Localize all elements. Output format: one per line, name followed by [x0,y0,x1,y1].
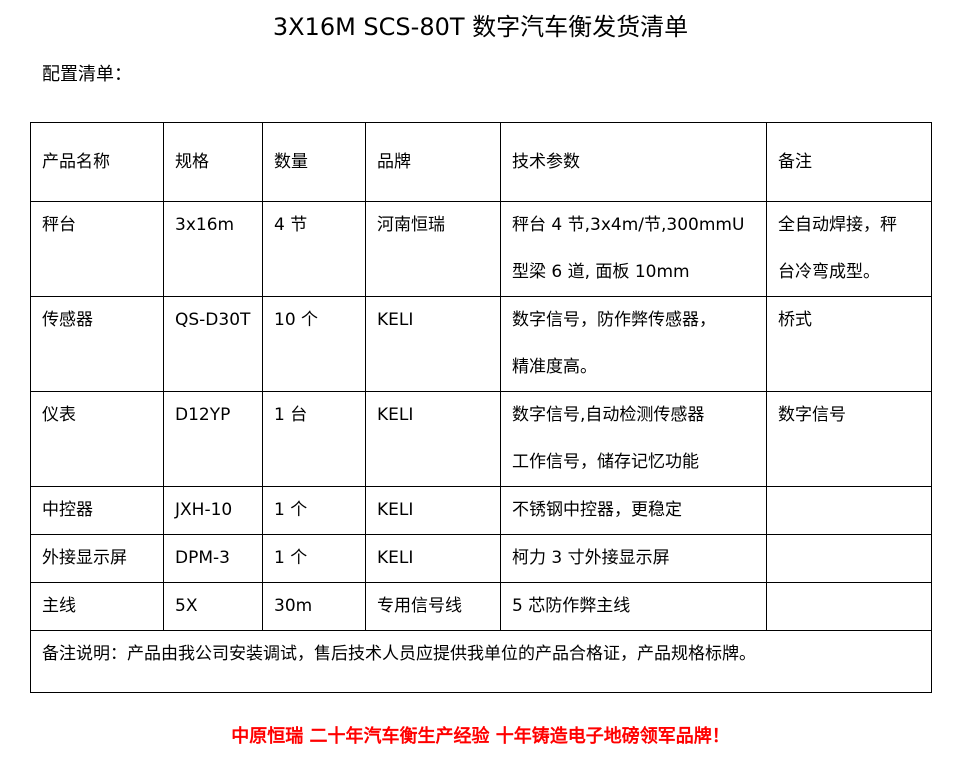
cell-note [766,534,932,583]
cell-line: 5 芯防作弊主线 [512,596,631,616]
cell-qty: 1 个 [262,486,366,535]
cell-line: 全自动焊接，秤 [778,215,897,235]
table-row: 中控器 JXH-10 1 个 KELI 不锈钢中控器，更稳定 [30,486,932,535]
cell-line: 工作信号，储存记忆功能 [512,452,699,472]
cell-name: 仪表 [30,391,164,487]
cell-line: 型梁 6 道, 面板 10mm [512,262,690,282]
cell-line: 秤台 4 节,3x4m/节,300mmU [512,215,745,235]
remark-text: 备注说明：产品由我公司安装调试，售后技术人员应提供我单位的产品合格证，产品规格标… [30,630,932,693]
cell-name: 传感器 [30,296,164,392]
cell-tech: 数字信号，防作弊传感器， 精准度高。 [500,296,767,392]
table-row: 秤台 3x16m 4 节河南恒瑞 秤台 4 节,3x4m/节,300mmU 型梁 6 道… [30,201,932,297]
table-row: 仪表 D12YP 1 台 KELI 数字信号,自动检测传感器 工作信号，储存记忆功能 数字信… [30,391,932,487]
cell-brand: KELI [365,486,501,535]
cell-tech: 数字信号,自动检测传感器 工作信号，储存记忆功能 [500,391,767,487]
cell-brand: KELI [365,296,501,392]
cell-line: 柯力 3 寸外接显示屏 [512,548,670,568]
document-title: 3X16M SCS-80T 数字汽车衡发货清单 [272,13,689,41]
table-row: 传感器 QS-D30T 10 个 KELI 数字信号，防作弊传感器， 精准度高。 桥式 [30,296,932,392]
header-cell: 技术参数 [500,122,767,202]
cell-line: 桥式 [778,310,812,330]
shipping-list-table: 产品名称 规格 数量 品牌 技术参数 备注 秤台 3x16m 4 节河南恒瑞 秤台 4… [30,122,932,693]
cell-name: 秤台 [30,201,164,297]
cell-spec: 5X [163,582,263,631]
cell-line: 数字信号，防作弊传感器， [512,310,716,330]
remark-row: 备注说明：产品由我公司安装调试，售后技术人员应提供我单位的产品合格证，产品规格标… [30,630,932,693]
cell-name: 主线 [30,582,164,631]
cell-spec: QS-D30T [163,296,263,392]
header-cell: 产品名称 [30,122,164,202]
section-label: 配置清单： [42,64,132,85]
header-cell: 备注 [766,122,932,202]
header-cell: 规格 [163,122,263,202]
table-header-row: 产品名称 规格 数量 品牌 技术参数 备注 [30,122,932,202]
cell-spec: JXH-10 [163,486,263,535]
cell-line: 数字信号,自动检测传感器 [512,405,705,425]
header-cell: 数量 [262,122,366,202]
cell-tech: 5 芯防作弊主线 [500,582,767,631]
cell-tech: 不锈钢中控器，更稳定 [500,486,767,535]
cell-brand: 专用信号线 [365,582,501,631]
cell-line: 数字信号 [778,405,846,425]
cell-tech: 秤台 4 节,3x4m/节,300mmU 型梁 6 道, 面板 10mm [500,201,767,297]
cell-spec: D12YP [163,391,263,487]
cell-spec: 3x16m [163,201,263,297]
cell-note: 全自动焊接，秤 台冷弯成型。 [766,201,932,297]
cell-qty: 1 个 [262,534,366,583]
slogan: 中原恒瑞 二十年汽车衡生产经验 十年铸造电子地磅领军品牌！ [231,726,730,747]
cell-qty: 30m [262,582,366,631]
header-cell: 品牌 [365,122,501,202]
cell-note [766,582,932,631]
cell-brand: 河南恒瑞 [365,201,501,297]
cell-spec: DPM-3 [163,534,263,583]
cell-line: 不锈钢中控器，更稳定 [512,500,682,520]
cell-line: 台冷弯成型。 [778,262,880,282]
cell-note: 桥式 [766,296,932,392]
table-row: 主线 5X 30m 专用信号线 5 芯防作弊主线 [30,582,932,631]
cell-note [766,486,932,535]
cell-qty: 10 个 [262,296,366,392]
cell-note: 数字信号 [766,391,932,487]
cell-qty: 4 节 [262,201,366,297]
cell-name: 外接显示屏 [30,534,164,583]
cell-qty: 1 台 [262,391,366,487]
cell-line: 精准度高。 [512,357,597,377]
cell-brand: KELI [365,534,501,583]
table-row: 外接显示屏 DPM-3 1 个 KELI 柯力 3 寸外接显示屏 [30,534,932,583]
cell-brand: KELI [365,391,501,487]
cell-name: 中控器 [30,486,164,535]
cell-tech: 柯力 3 寸外接显示屏 [500,534,767,583]
